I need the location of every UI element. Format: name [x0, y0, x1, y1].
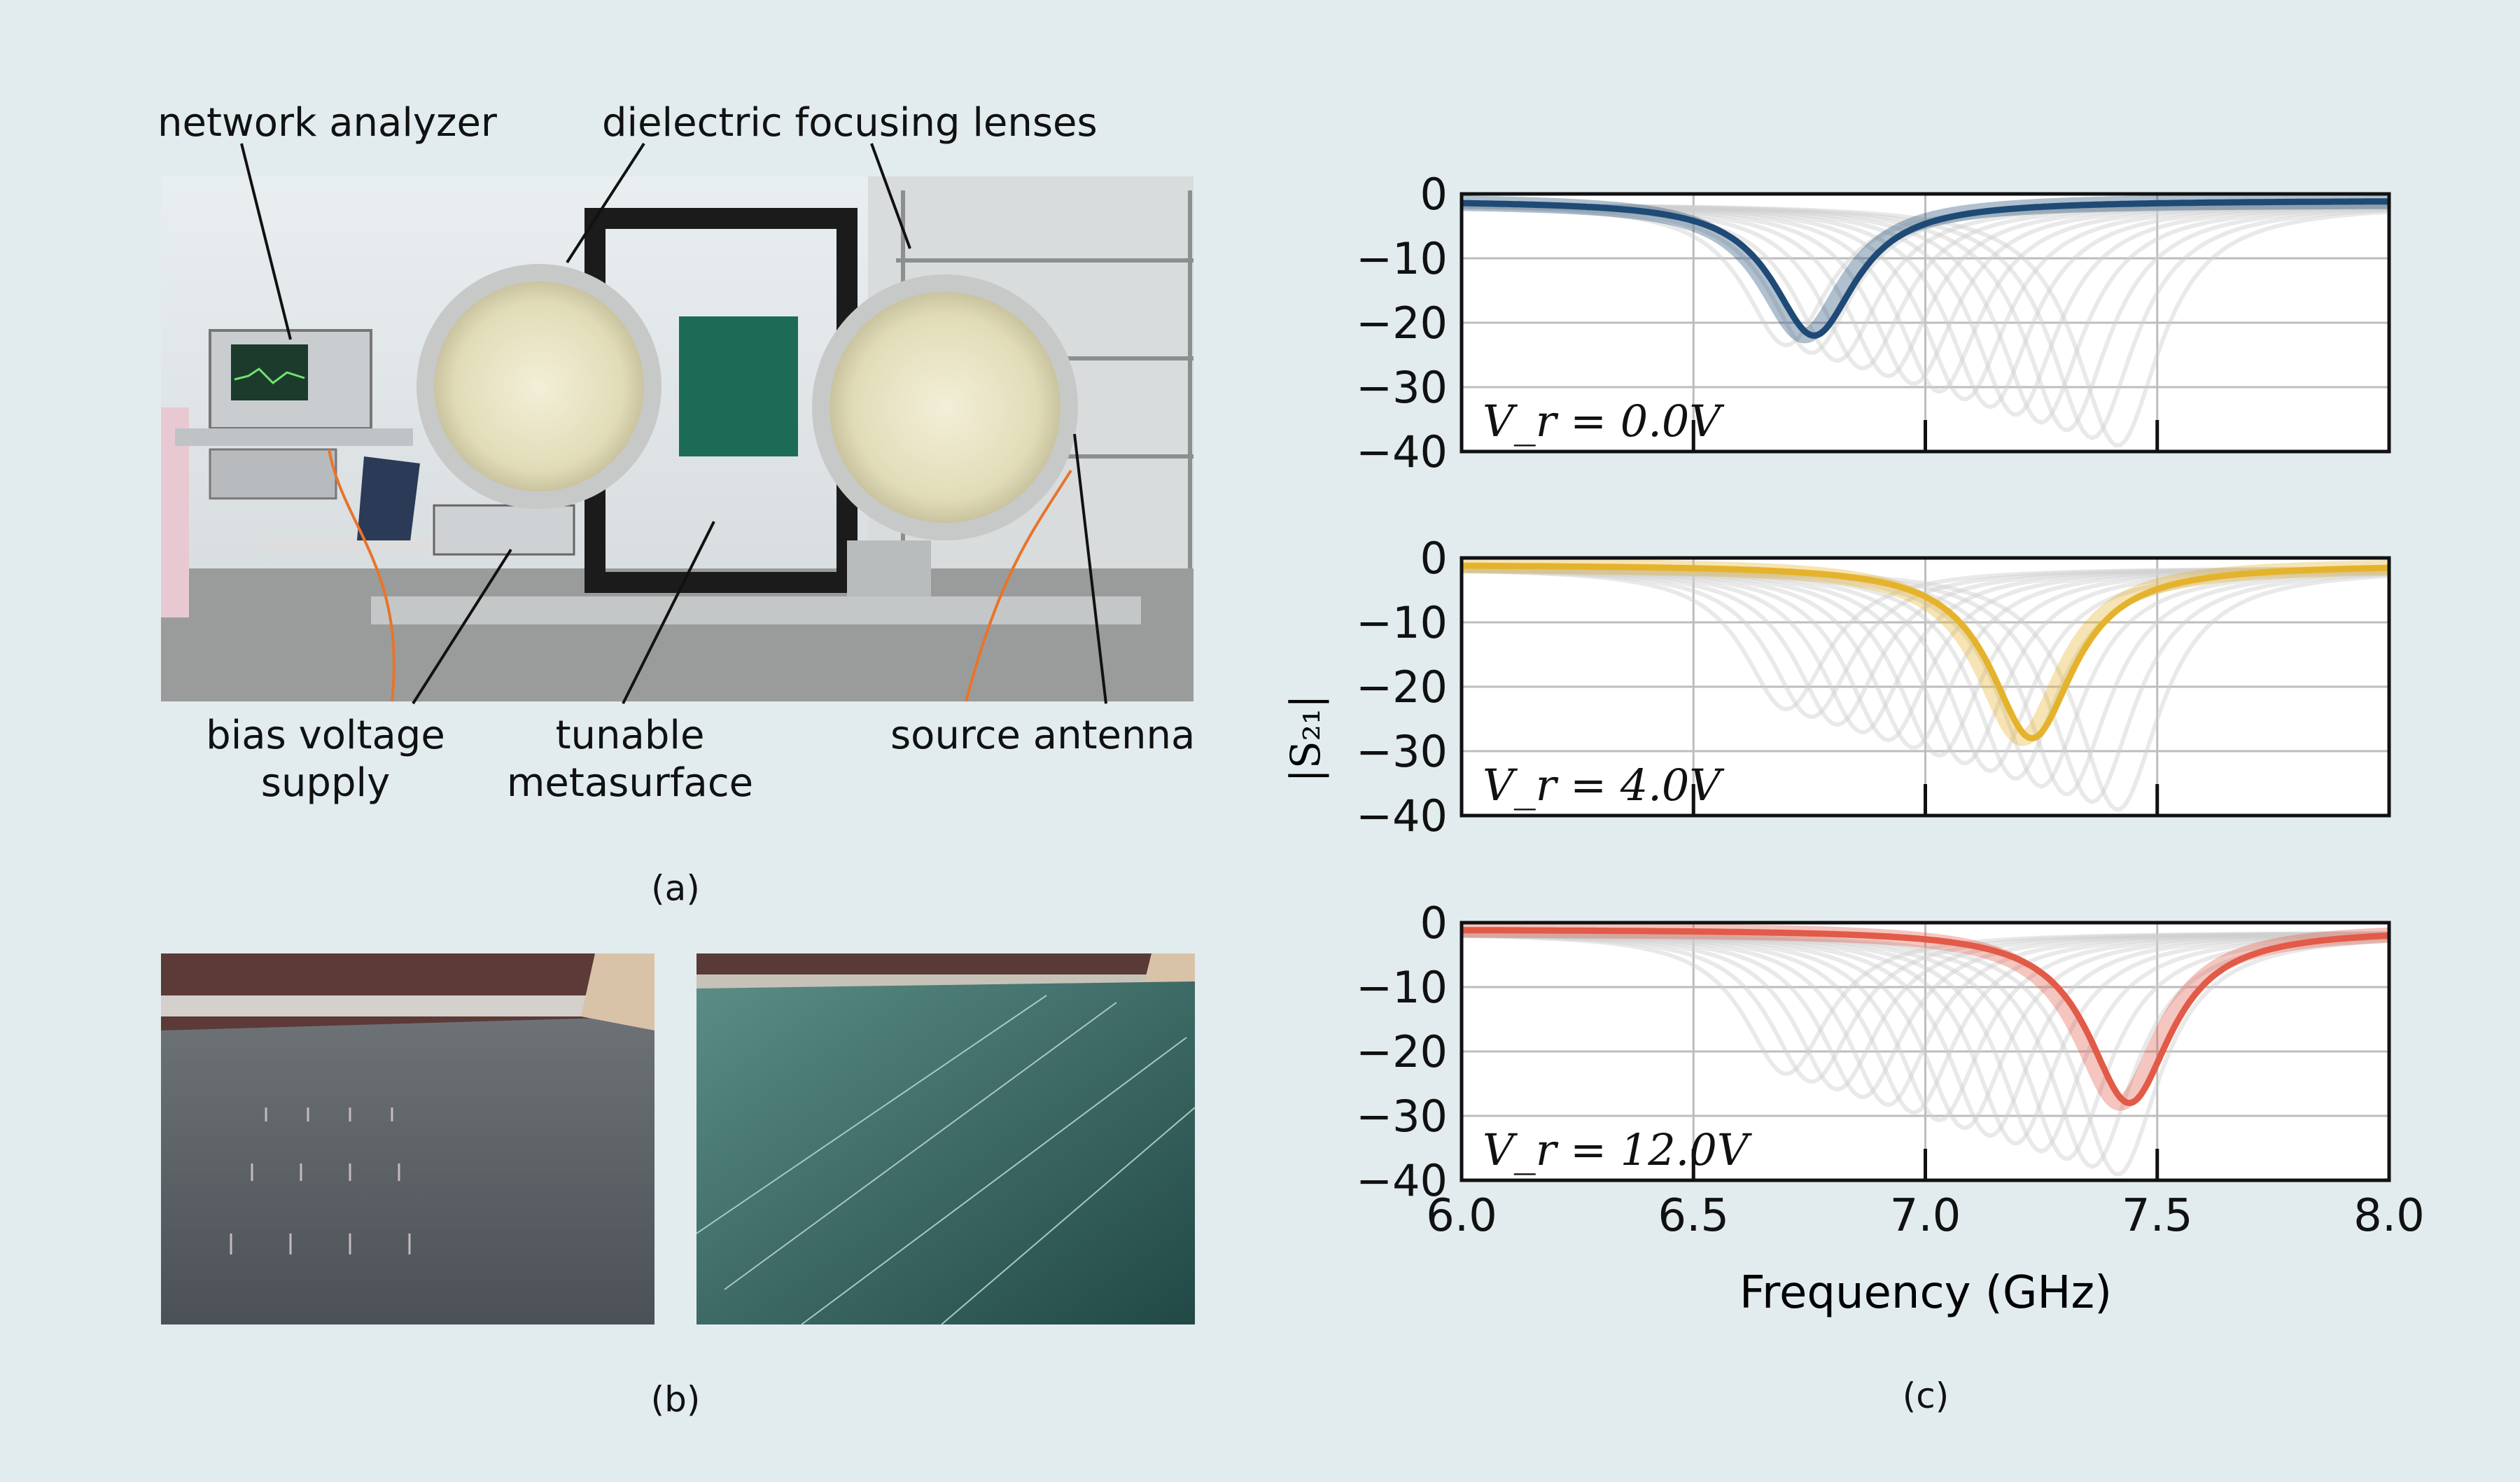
reference-curve: [1461, 932, 2390, 1114]
reference-curve: [1461, 932, 2390, 1145]
x-tick-label: 6.0: [1426, 1190, 1497, 1242]
s21-curve: [1460, 198, 2390, 339]
x-tick-label: 7.0: [1890, 1190, 1961, 1242]
reference-curve: [1461, 567, 2390, 781]
reference-curve: [1461, 566, 2389, 727]
y-tick-label: −20: [1356, 1026, 1448, 1077]
metasurface-photo-front: [696, 953, 1195, 1324]
voltage-annotation: V_r = 12.0V: [1483, 1124, 1753, 1175]
pointer-lines: [240, 142, 1107, 705]
reference-curve: [1461, 932, 2390, 1123]
label-network-analyzer: network analyzer: [158, 100, 497, 146]
label-bias-line2: supply: [260, 760, 391, 806]
reference-curve: [1461, 566, 2389, 719]
y-tick-label: −10: [1356, 233, 1448, 284]
label-tunable-line2: metasurface: [506, 760, 754, 806]
y-tick-label: 0: [1420, 897, 1448, 949]
metasurface-photo-back: [161, 953, 654, 1324]
y-tick-label: −10: [1356, 962, 1448, 1013]
label-bias-line1: bias voltage: [206, 713, 445, 758]
reference-curve: [1461, 202, 2389, 355]
s21-curve: [1460, 927, 2390, 1107]
s21-panel-2: 0 −10 −20 −30 −40 V_r = 4.0V: [1356, 533, 2395, 841]
reference-curve: [1462, 931, 2390, 1176]
y-tick-label: −30: [1356, 362, 1448, 413]
label-tunable-metasurface: tunable metasurface: [497, 714, 763, 804]
reference-curve: [1462, 932, 2390, 1138]
y-tick-label: −30: [1356, 726, 1448, 777]
x-tick-label: 7.5: [2122, 1190, 2193, 1242]
caption-a: (a): [651, 868, 700, 909]
y-tick-label: 0: [1420, 169, 1448, 220]
s21-panel-3: 0 −10 −20 −30 −40 V_r = 12.0V 6.0 6.5 7.0 7.5 8.0: [1356, 897, 2425, 1242]
chart-ylabel: |S₂₁|: [1282, 694, 1329, 782]
reference-curve: [1462, 932, 2390, 1161]
reference-curve: [1461, 567, 2390, 743]
y-tick-label: 0: [1420, 533, 1448, 584]
y-tick-label: −20: [1356, 662, 1448, 713]
reference-curve: [1462, 567, 2390, 789]
y-tick-label: −20: [1356, 298, 1448, 349]
label-bias-voltage-supply: bias voltage supply: [203, 714, 448, 804]
y-tick-label: −40: [1356, 426, 1448, 477]
reference-curve: [1462, 932, 2390, 1154]
reference-curve: [1461, 932, 2390, 1130]
reference-curve: [1461, 931, 2390, 1077]
reference-curve: [1462, 567, 2390, 804]
label-lenses: dielectric focusing lenses: [602, 100, 1098, 146]
voltage-annotation: V_r = 0.0V: [1483, 396, 1725, 447]
y-tick-label: −40: [1356, 790, 1448, 841]
caption-c: (c): [1902, 1376, 1949, 1416]
x-tick-label: 8.0: [2353, 1190, 2425, 1242]
setup-photo: [161, 176, 1194, 701]
y-tick-label: −30: [1356, 1091, 1448, 1142]
y-tick-label: −10: [1356, 597, 1448, 648]
reference-curve: [1461, 931, 2389, 1084]
reference-curve: [1461, 567, 2389, 734]
voltage-annotation: V_r = 4.0V: [1483, 760, 1725, 811]
reference-curve: [1461, 932, 2389, 1099]
y-tick-label: −40: [1356, 1155, 1448, 1206]
reference-curve: [1461, 932, 2390, 1107]
label-source-antenna: source antenna: [890, 713, 1196, 758]
reference-curve: [1461, 566, 2390, 712]
s21-panel-1: 0 −10 −20 −30 −40 V_r = 0.0V: [1356, 169, 2395, 477]
s21-curve: [1460, 562, 2390, 742]
caption-b: (b): [650, 1379, 701, 1420]
reference-curve: [1461, 931, 2389, 1092]
label-tunable-line1: tunable: [555, 713, 705, 758]
chart-xlabel: Frequency (GHz): [1740, 1267, 2112, 1319]
x-tick-label: 6.5: [1658, 1190, 1729, 1242]
